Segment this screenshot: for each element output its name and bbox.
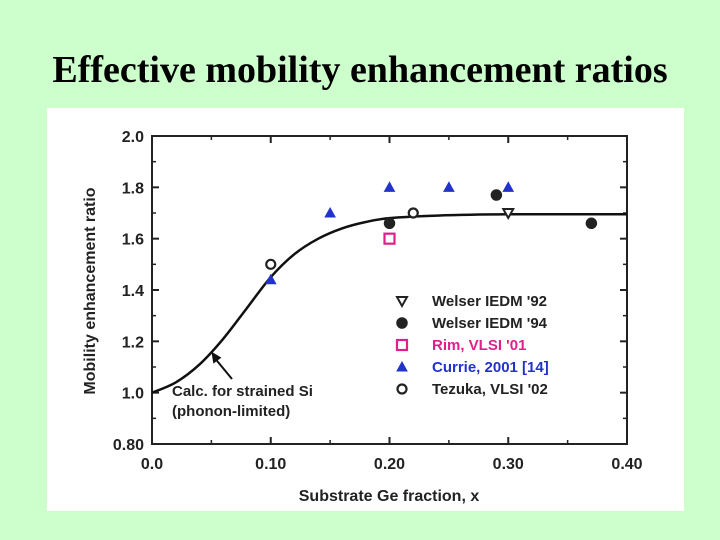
data-point-welser-iedm-94: [585, 217, 598, 230]
data-point-currie-2001-14: [443, 181, 455, 192]
slide-title: Effective mobility enhancement ratios: [52, 49, 668, 91]
legend-marker: [396, 317, 408, 329]
y-tick-label: 1.6: [122, 232, 144, 249]
x-tick-label: 0.40: [611, 456, 642, 473]
legend-marker: [395, 338, 409, 352]
legend-entry: Welser IEDM '94: [432, 315, 548, 332]
legend-entry: Tezuka, VLSI '02: [432, 381, 548, 398]
data-point-currie-2001-14: [502, 181, 515, 192]
x-tick-label: 0.0: [141, 456, 163, 473]
data-point-welser-iedm-92: [501, 208, 515, 221]
y-tick-label: 1.2: [122, 334, 144, 351]
legend-marker: [396, 360, 408, 372]
data-point-welser-iedm-94: [383, 217, 396, 230]
x-tick-label: 0.30: [493, 456, 524, 473]
data-point-currie-2001-14: [324, 206, 336, 218]
calc-curve-line: [151, 212, 628, 394]
annotation-arrow: [213, 356, 233, 380]
legend-marker: [396, 383, 408, 395]
figure-panel: 0.80 1.0 1.2 1.4 1.6 1.8 2.0 0.0 0.10 0.20 0.30 0.4…: [47, 108, 684, 511]
data-point-tezuka-vlsi-02: [265, 258, 277, 270]
x-axis-label: Substrate Ge fraction, x: [299, 488, 480, 505]
data-point-rim-vlsi-01: [383, 232, 396, 245]
x-tick-label: 0.10: [255, 456, 286, 473]
legend-entry: Currie, 2001 [14]: [432, 359, 549, 376]
data-point-welser-iedm-94: [490, 189, 503, 201]
data-point-currie-2001-14: [383, 181, 396, 192]
annotation-text: (phonon-limited): [172, 403, 290, 420]
y-tick-label: 1.0: [122, 386, 144, 403]
y-tick-label: 2.0: [122, 129, 144, 146]
x-tick-label: 0.20: [374, 456, 405, 473]
annotation-arrowhead: [211, 351, 222, 364]
data-point-currie-2001-14: [264, 273, 277, 285]
y-tick-label: 1.8: [122, 180, 144, 197]
annotation-text: Calc. for strained Si: [172, 383, 313, 400]
y-tick-label: 1.4: [122, 283, 144, 300]
legend-entry: Welser IEDM '92: [432, 293, 547, 310]
legend-entry: Rim, VLSI '01: [432, 337, 526, 354]
data-point-tezuka-vlsi-02: [407, 207, 419, 219]
y-axis-label: Mobility enhancement ratio: [82, 187, 99, 394]
chart: 0.80 1.0 1.2 1.4 1.6 1.8 2.0 0.0 0.10 0.20 0.30 0.4…: [82, 129, 643, 505]
y-tick-label: 0.80: [113, 437, 144, 454]
legend-marker: [395, 296, 409, 309]
